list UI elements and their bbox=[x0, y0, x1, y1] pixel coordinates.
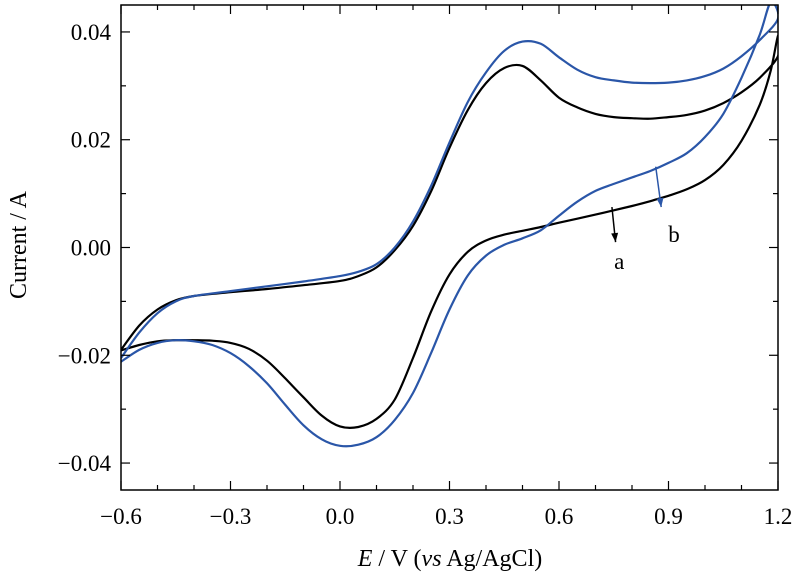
y-axis-title: Current / A bbox=[6, 190, 32, 299]
annotation-arrowhead-b bbox=[656, 197, 664, 208]
curve-label-a: a bbox=[614, 249, 624, 274]
x-tick-label: 0.9 bbox=[654, 504, 683, 529]
x-tick-label: 1.2 bbox=[764, 504, 793, 529]
annotation-arrowhead-a bbox=[611, 232, 619, 243]
plot-frame bbox=[120, 4, 779, 491]
x-tick-label: 0.0 bbox=[326, 504, 355, 529]
x-tick-label: 0.3 bbox=[435, 504, 464, 529]
y-tick-label: 0.04 bbox=[71, 20, 112, 45]
x-tick-label: −0.6 bbox=[100, 504, 142, 529]
x-axis-title: E / V (vs Ag/AgCl) bbox=[357, 546, 542, 572]
series-line-b bbox=[121, 5, 778, 448]
x-tick-label: 0.6 bbox=[545, 504, 574, 529]
series-layer bbox=[121, 5, 778, 448]
y-tick-label: 0.00 bbox=[71, 236, 111, 261]
axes-layer: −0.6 −0.3 0.0 0.3 0.6 0.9 1.2 −0.04 −0.02 0.00 0.0… bbox=[58, 4, 793, 529]
x-tick-label: −0.3 bbox=[210, 504, 252, 529]
y-tick-label: −0.04 bbox=[58, 451, 112, 476]
curve-label-b: b bbox=[668, 222, 680, 247]
series-line-a bbox=[121, 34, 778, 429]
y-tick-label: −0.02 bbox=[58, 343, 111, 368]
y-tick-label: 0.02 bbox=[71, 128, 111, 153]
annotation-layer: ab bbox=[611, 166, 680, 274]
